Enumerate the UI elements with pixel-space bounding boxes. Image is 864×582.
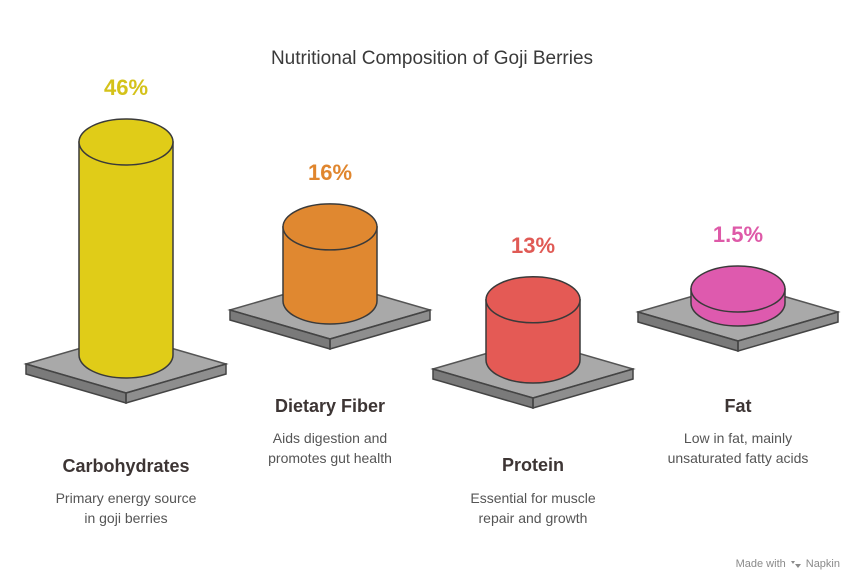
description-line: Essential for muscle (470, 490, 596, 506)
description-line: repair and growth (478, 510, 588, 526)
chart-title: Nutritional Composition of Goji Berries (270, 48, 594, 69)
napkin-logo-icon (790, 561, 801, 568)
platform-right-face (126, 364, 226, 403)
platform-left-face (638, 312, 738, 351)
bar-protein (485, 299, 581, 384)
platform-left-face (26, 364, 126, 403)
description-line: unsaturated fatty acids (667, 450, 809, 466)
platform-right-outline (329, 309, 431, 350)
category-description: Essential for muscle repair and growth (423, 488, 643, 528)
bar-top-cap (78, 118, 174, 166)
made-with-credit: Made with Napkin (736, 558, 840, 570)
bar-group-3 (635, 265, 841, 352)
bar-group-2 (430, 276, 636, 409)
bar-top-cap (485, 276, 581, 324)
category-label: Dietary Fiber (274, 396, 386, 416)
bar-group-0 (23, 118, 229, 404)
platform-right-outline (125, 363, 227, 404)
bar-dietary-fiber (282, 226, 378, 325)
description-line: in goji berries (84, 510, 168, 526)
description-line: Primary energy source (55, 490, 197, 506)
value-label: 16% (307, 159, 353, 185)
value-label: 13% (510, 232, 556, 258)
category-description: Primary energy source in goji berries (16, 488, 236, 528)
bar-top-cap (282, 203, 378, 251)
description-line: promotes gut health (268, 450, 392, 466)
platform-right-outline (532, 368, 634, 409)
category-description: Aids digestion and promotes gut health (220, 428, 440, 468)
category-label: Carbohydrates (62, 456, 190, 476)
platform-left-face (433, 369, 533, 408)
platform-right-face (330, 310, 430, 349)
category-description: Low in fat, mainly unsaturated fatty acid… (628, 428, 848, 468)
credit-prefix: Made with (735, 558, 786, 570)
bar-carbohydrates (78, 141, 174, 379)
value-label: 46% (103, 75, 149, 100)
platform-right-face (738, 312, 838, 351)
platform-right-outline (737, 311, 839, 352)
description-line: Aids digestion and (272, 430, 388, 446)
bar-group-1 (227, 203, 433, 350)
category-label: Protein (501, 455, 564, 475)
value-label: 1.5% (712, 222, 764, 247)
bar-top-cap (690, 265, 786, 313)
platform-right-face (533, 369, 633, 408)
category-label: Fat (724, 396, 752, 416)
description-line: Low in fat, mainly (683, 430, 793, 446)
platform-left-face (230, 310, 330, 349)
credit-brand: Napkin (805, 558, 840, 570)
